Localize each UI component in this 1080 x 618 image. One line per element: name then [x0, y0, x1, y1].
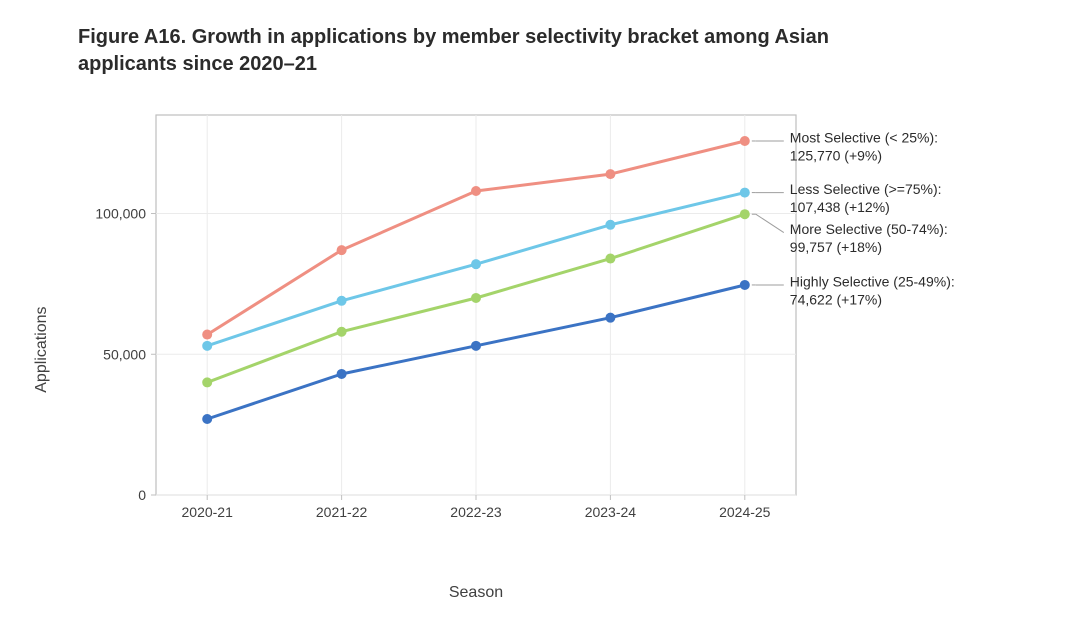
- series-marker: [471, 259, 481, 269]
- series-marker: [202, 377, 212, 387]
- line-chart-svg: 0 50,000 100,000 2020-21 2021-22 2022-23 2023-…: [78, 110, 978, 550]
- series-marker: [471, 341, 481, 351]
- y-tick-label: 50,000: [103, 346, 146, 362]
- x-tick-label: 2022-23: [450, 504, 502, 520]
- chart-area: Applications 050,000100,0002020-212021-2…: [78, 110, 990, 600]
- annotation-line1: Most Selective (< 25%):: [790, 129, 938, 145]
- x-tick-label: 2023-24: [585, 504, 637, 520]
- series-marker: [605, 169, 615, 179]
- series-marker: [202, 330, 212, 340]
- y-axis-label: Applications: [33, 306, 51, 392]
- y-tick-label: 0: [138, 487, 146, 503]
- annotation-line1: Highly Selective (25-49%):: [790, 273, 955, 289]
- series-marker: [202, 341, 212, 351]
- series-marker: [740, 209, 750, 219]
- annotation-line1: Less Selective (>=75%):: [790, 181, 942, 197]
- series-marker: [337, 296, 347, 306]
- series-marker: [605, 220, 615, 230]
- annotation-line2: 107,438 (+12%): [790, 199, 890, 215]
- series-marker: [471, 186, 481, 196]
- series-marker: [605, 254, 615, 264]
- y-tick-label: 100,000: [95, 206, 146, 222]
- series-marker: [337, 327, 347, 337]
- annotation-line2: 99,757 (+18%): [790, 239, 882, 255]
- series-marker: [605, 313, 615, 323]
- annotation-line2: 125,770 (+9%): [790, 147, 882, 163]
- series-marker: [202, 414, 212, 424]
- series-marker: [740, 280, 750, 290]
- x-tick-label: 2024-25: [719, 504, 771, 520]
- annotation-line1: More Selective (50-74%):: [790, 221, 948, 237]
- x-tick-label: 2020-21: [182, 504, 234, 520]
- series-marker: [337, 245, 347, 255]
- annotation-line2: 74,622 (+17%): [790, 291, 882, 307]
- annotation-leader: [756, 214, 784, 232]
- series-marker: [471, 293, 481, 303]
- figure-title: Figure A16. Growth in applications by me…: [78, 24, 838, 78]
- series-marker: [337, 369, 347, 379]
- x-tick-label: 2021-22: [316, 504, 368, 520]
- series-marker: [740, 188, 750, 198]
- figure-container: Figure A16. Growth in applications by me…: [0, 0, 1080, 618]
- x-axis-label: Season: [156, 584, 796, 602]
- series-marker: [740, 136, 750, 146]
